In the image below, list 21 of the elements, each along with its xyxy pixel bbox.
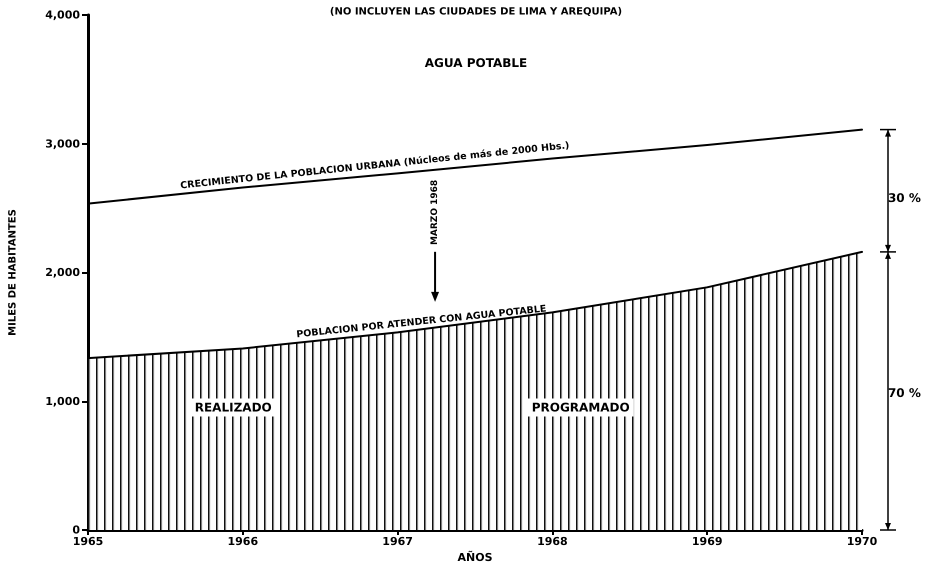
y-tick-label: 1,000 [45, 394, 80, 408]
chart-subtitle: (NO INCLUYEN LAS CIUDADES DE LIMA Y AREQUIPA) [330, 6, 622, 18]
x-tick-label: 1967 [382, 535, 413, 548]
x-tick-label: 1966 [227, 535, 258, 548]
x-axis-title: AÑOS [458, 550, 493, 564]
annotation: REALIZADO [194, 400, 272, 415]
text: AGUA POTABLE [424, 56, 528, 70]
legend-label: POBLACION POR ATENDER CON AGUA POTABLE [296, 304, 547, 340]
y-axis-title: MILES DE HABITANTES [8, 209, 18, 336]
y-tick-label: 3,000 [45, 137, 80, 150]
text: 70 % [888, 386, 921, 400]
x-tick-label: 1969 [692, 535, 723, 548]
y-tick-label: 0 [72, 524, 80, 536]
annotation: MARZO 1968 [430, 180, 440, 246]
x-tick-label: 1970 [846, 535, 878, 548]
annotation: PROGRAMADO [532, 400, 630, 415]
x-tick-label: 1968 [537, 535, 568, 548]
text: 30 % [888, 191, 921, 206]
y-tick-label: 2,000 [45, 266, 80, 279]
x-tick-label: 1965 [72, 535, 104, 548]
y-tick-label: 4,000 [45, 8, 80, 22]
